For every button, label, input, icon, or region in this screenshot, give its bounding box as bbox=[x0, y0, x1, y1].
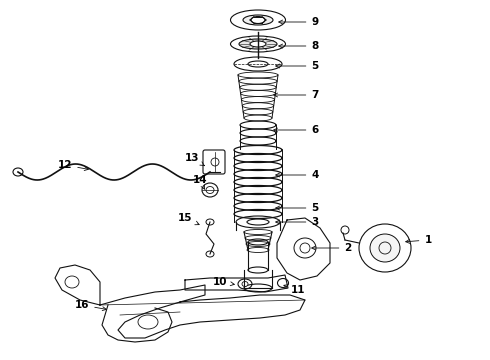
Text: 9: 9 bbox=[279, 17, 319, 27]
Ellipse shape bbox=[242, 282, 248, 287]
Text: 16: 16 bbox=[75, 300, 106, 311]
Text: 1: 1 bbox=[406, 235, 432, 245]
Text: 2: 2 bbox=[312, 243, 352, 253]
Text: 12: 12 bbox=[58, 160, 88, 171]
Ellipse shape bbox=[239, 39, 277, 49]
Text: 7: 7 bbox=[274, 90, 318, 100]
Text: 5: 5 bbox=[276, 203, 318, 213]
Text: 14: 14 bbox=[193, 175, 207, 189]
Text: 4: 4 bbox=[276, 170, 318, 180]
Text: 3: 3 bbox=[276, 217, 318, 227]
Text: 13: 13 bbox=[185, 153, 204, 166]
Text: 10: 10 bbox=[213, 277, 234, 287]
Ellipse shape bbox=[206, 186, 214, 194]
Ellipse shape bbox=[243, 15, 273, 25]
Text: 15: 15 bbox=[178, 213, 199, 225]
Ellipse shape bbox=[251, 17, 265, 23]
Text: 11: 11 bbox=[284, 285, 305, 295]
Text: 5: 5 bbox=[276, 61, 318, 71]
Text: 6: 6 bbox=[274, 125, 318, 135]
Text: 8: 8 bbox=[279, 41, 319, 51]
Ellipse shape bbox=[250, 41, 266, 47]
Ellipse shape bbox=[370, 234, 400, 262]
